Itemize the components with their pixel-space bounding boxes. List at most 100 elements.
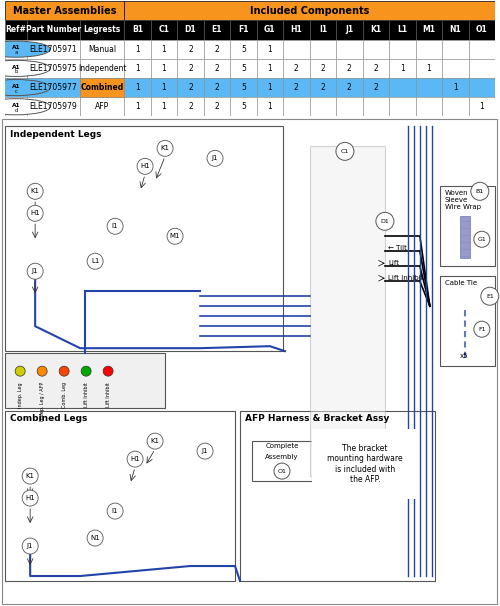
Bar xyxy=(204,21,230,39)
Text: 2: 2 xyxy=(188,45,193,54)
Bar xyxy=(177,59,204,78)
Text: G1: G1 xyxy=(264,25,276,35)
Text: 2: 2 xyxy=(214,102,220,112)
Bar xyxy=(177,78,204,97)
Text: Sleeve: Sleeve xyxy=(445,198,468,203)
Text: 1: 1 xyxy=(135,45,140,54)
Circle shape xyxy=(167,228,183,244)
Bar xyxy=(204,59,230,78)
Text: 1: 1 xyxy=(135,83,140,92)
Text: d: d xyxy=(14,108,18,113)
Text: 1: 1 xyxy=(480,102,484,112)
Text: 1: 1 xyxy=(162,83,166,92)
Bar xyxy=(416,59,442,78)
Bar xyxy=(177,97,204,116)
Bar xyxy=(230,78,256,97)
Bar xyxy=(442,39,468,59)
Bar xyxy=(27,78,80,97)
Text: 1: 1 xyxy=(135,64,140,73)
Text: J1: J1 xyxy=(202,448,208,454)
Text: c: c xyxy=(14,88,18,93)
Text: G1: G1 xyxy=(478,237,486,242)
Circle shape xyxy=(103,366,113,376)
Bar xyxy=(336,21,362,39)
Circle shape xyxy=(0,61,50,76)
Text: 2: 2 xyxy=(188,83,193,92)
Text: A1: A1 xyxy=(12,64,20,70)
Bar xyxy=(27,97,80,116)
Circle shape xyxy=(59,366,69,376)
Text: Indep. Leg / AFP: Indep. Leg / AFP xyxy=(40,382,44,421)
Text: B1: B1 xyxy=(132,25,143,35)
Bar xyxy=(336,39,362,59)
Bar xyxy=(283,97,310,116)
Text: Comb. Leg: Comb. Leg xyxy=(62,382,66,408)
Circle shape xyxy=(87,530,103,546)
Text: Woven: Woven xyxy=(445,190,468,196)
Bar xyxy=(177,21,204,39)
Text: Legrests: Legrests xyxy=(84,25,120,35)
Bar xyxy=(27,59,80,78)
Text: H1: H1 xyxy=(30,210,40,216)
Bar xyxy=(240,411,435,581)
Bar xyxy=(416,21,442,39)
Circle shape xyxy=(0,41,50,57)
Text: J1: J1 xyxy=(212,155,218,161)
Text: I1: I1 xyxy=(319,25,327,35)
Text: K1: K1 xyxy=(150,438,160,444)
Circle shape xyxy=(474,321,490,337)
Bar xyxy=(310,39,336,59)
Text: B1: B1 xyxy=(476,189,484,194)
Bar xyxy=(230,39,256,59)
Text: 5: 5 xyxy=(241,45,246,54)
Bar xyxy=(336,97,362,116)
Bar xyxy=(177,39,204,59)
Text: H1: H1 xyxy=(130,456,140,462)
Text: 2: 2 xyxy=(374,64,378,73)
Bar xyxy=(80,97,124,116)
Text: 2: 2 xyxy=(320,64,325,73)
Bar xyxy=(124,78,150,97)
Text: 1: 1 xyxy=(268,83,272,92)
Text: Lift Inhibit: Lift Inhibit xyxy=(84,382,88,407)
Bar xyxy=(362,21,389,39)
Text: 1: 1 xyxy=(268,102,272,112)
Circle shape xyxy=(0,79,50,96)
Text: 1: 1 xyxy=(400,64,404,73)
Bar xyxy=(5,59,27,78)
Bar xyxy=(80,78,124,97)
Bar xyxy=(80,59,124,78)
Text: 1: 1 xyxy=(268,45,272,54)
Text: J1: J1 xyxy=(32,268,38,275)
Bar xyxy=(440,276,495,366)
Text: 2: 2 xyxy=(347,83,352,92)
Bar xyxy=(389,21,415,39)
Text: Manual: Manual xyxy=(88,45,116,54)
Bar xyxy=(362,97,389,116)
Text: F1: F1 xyxy=(478,327,486,331)
Text: Lift Inhibit: Lift Inhibit xyxy=(388,275,424,281)
Text: ELE1705971: ELE1705971 xyxy=(30,45,78,54)
Circle shape xyxy=(27,263,43,279)
Circle shape xyxy=(37,366,47,376)
Bar xyxy=(5,1,124,21)
Bar xyxy=(204,39,230,59)
Circle shape xyxy=(127,451,143,467)
Text: Independent: Independent xyxy=(78,64,126,73)
Bar xyxy=(256,97,283,116)
Bar xyxy=(389,39,415,59)
Text: Lift: Lift xyxy=(388,260,399,266)
Bar xyxy=(389,59,415,78)
Text: Wire Wrap: Wire Wrap xyxy=(445,204,481,210)
Text: K1: K1 xyxy=(370,25,382,35)
Text: 2: 2 xyxy=(320,83,325,92)
Text: 1: 1 xyxy=(426,64,431,73)
Bar xyxy=(310,21,336,39)
Bar xyxy=(362,59,389,78)
Text: L1: L1 xyxy=(397,25,407,35)
Bar xyxy=(204,78,230,97)
Circle shape xyxy=(147,433,163,449)
Text: E1: E1 xyxy=(486,294,494,299)
Text: 5: 5 xyxy=(241,83,246,92)
Bar xyxy=(256,78,283,97)
